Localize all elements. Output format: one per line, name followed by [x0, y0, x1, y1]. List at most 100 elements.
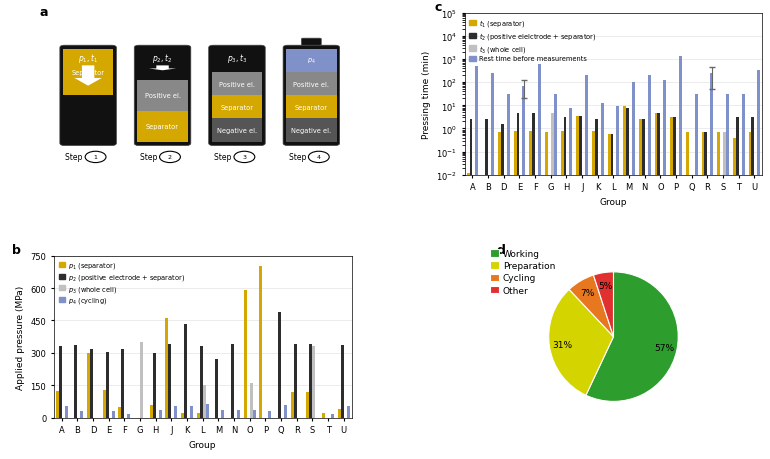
Bar — [507, 95, 510, 459]
Text: Step: Step — [65, 153, 85, 162]
Bar — [658, 114, 661, 459]
Bar — [726, 95, 729, 459]
Bar — [137, 81, 188, 112]
Bar — [212, 96, 262, 119]
Text: Step: Step — [140, 153, 159, 162]
Bar — [150, 405, 152, 418]
Bar — [748, 133, 752, 459]
Bar — [742, 95, 745, 459]
Bar — [538, 65, 541, 459]
Bar — [253, 410, 256, 418]
Legend: Working, Preparation, Cycling, Other: Working, Preparation, Cycling, Other — [488, 248, 557, 297]
Bar — [197, 414, 199, 418]
Bar — [585, 76, 588, 459]
Text: Positive el.: Positive el. — [293, 82, 330, 88]
Bar — [564, 118, 567, 459]
Bar — [137, 112, 188, 142]
Bar — [306, 392, 310, 418]
Bar — [105, 352, 109, 418]
Bar — [705, 133, 708, 459]
Bar — [231, 344, 234, 418]
Text: Step: Step — [289, 153, 309, 162]
Bar — [686, 133, 689, 459]
Text: 1: 1 — [94, 155, 98, 160]
Bar — [485, 120, 488, 459]
Text: 5%: 5% — [598, 281, 613, 291]
FancyBboxPatch shape — [302, 39, 321, 46]
Bar — [642, 120, 644, 459]
Bar — [701, 133, 705, 459]
Bar — [181, 414, 184, 418]
Bar — [470, 120, 473, 459]
Text: c: c — [435, 1, 442, 14]
Text: 31%: 31% — [552, 341, 572, 349]
Bar — [286, 73, 336, 96]
FancyArrow shape — [149, 66, 176, 71]
Bar — [592, 132, 595, 459]
Text: d: d — [497, 243, 506, 256]
Bar — [595, 120, 598, 459]
Text: a: a — [39, 6, 48, 19]
Bar — [331, 414, 334, 418]
Y-axis label: Applied pressure (MPa): Applied pressure (MPa) — [16, 285, 25, 389]
Bar — [551, 114, 554, 459]
Bar — [498, 133, 500, 459]
Bar — [711, 74, 714, 459]
Text: Separator: Separator — [220, 105, 253, 111]
Bar — [59, 347, 62, 418]
Bar — [341, 346, 343, 418]
Bar — [122, 349, 125, 418]
Bar — [203, 386, 206, 418]
Bar — [523, 87, 525, 459]
Bar — [758, 70, 761, 459]
Bar — [159, 410, 162, 418]
Bar — [322, 414, 325, 418]
Bar — [269, 411, 271, 418]
Bar — [55, 391, 59, 418]
Bar — [112, 411, 115, 418]
Bar — [338, 409, 341, 418]
Bar — [313, 347, 316, 418]
Wedge shape — [569, 275, 614, 337]
Bar — [664, 81, 666, 459]
Bar — [199, 347, 203, 418]
Bar — [169, 344, 172, 418]
Bar — [284, 405, 287, 418]
FancyBboxPatch shape — [60, 46, 116, 146]
Bar — [80, 411, 83, 418]
Bar — [65, 406, 68, 418]
Bar — [212, 73, 262, 96]
Bar — [561, 132, 564, 459]
Text: Separator: Separator — [146, 124, 179, 130]
Bar — [626, 108, 629, 459]
Text: Positive el.: Positive el. — [219, 82, 255, 88]
Bar — [237, 410, 240, 418]
X-axis label: Group: Group — [600, 197, 628, 207]
Legend: $t_1$ (separator), $t_2$ (positive elelctrode + separator), $t_3$ (whole cell), : $t_1$ (separator), $t_2$ (positive elelc… — [468, 17, 598, 64]
Bar — [174, 406, 177, 418]
Legend: $p_1$ (separator), $p_2$ (positive electrode + separator), $p_3$ (whole cell), $: $p_1$ (separator), $p_2$ (positive elect… — [57, 259, 186, 307]
Bar — [576, 117, 579, 459]
Bar — [278, 312, 281, 418]
Bar — [736, 118, 738, 459]
Bar — [673, 118, 676, 459]
Bar — [639, 120, 642, 459]
FancyBboxPatch shape — [283, 46, 340, 146]
Bar — [310, 344, 313, 418]
Bar — [723, 133, 726, 459]
Bar — [87, 353, 90, 418]
Wedge shape — [549, 290, 614, 395]
Bar — [491, 74, 494, 459]
Text: b: b — [12, 243, 21, 256]
Text: Separator: Separator — [72, 70, 105, 76]
Text: 4: 4 — [316, 155, 321, 160]
Y-axis label: Pressing time (min): Pressing time (min) — [422, 50, 430, 139]
Bar — [632, 83, 635, 459]
Bar — [286, 96, 336, 119]
Bar — [206, 403, 209, 418]
Bar — [152, 353, 156, 418]
Text: $p_3, t_3$: $p_3, t_3$ — [226, 52, 247, 65]
Bar — [244, 291, 246, 418]
Bar — [63, 96, 113, 142]
Bar — [90, 349, 93, 418]
